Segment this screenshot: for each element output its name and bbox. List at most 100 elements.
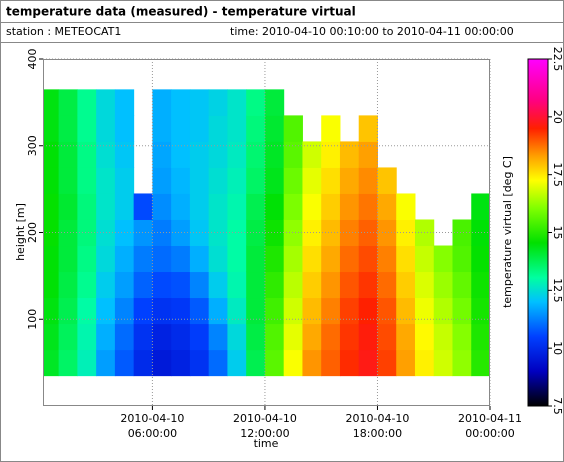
heatmap-cell bbox=[152, 219, 172, 247]
heatmap-cell bbox=[58, 219, 78, 247]
heatmap-cell bbox=[414, 297, 435, 325]
heatmap-cell bbox=[321, 115, 341, 142]
heatmap-cell bbox=[43, 323, 60, 351]
heatmap-cell bbox=[171, 193, 191, 220]
heatmap-cell bbox=[414, 245, 435, 273]
heatmap-cell bbox=[433, 297, 453, 325]
heatmap-cell bbox=[396, 271, 416, 299]
heatmap-cell bbox=[358, 219, 378, 247]
heatmap-cell bbox=[77, 323, 97, 351]
x-tick-label: 18:00:00 bbox=[353, 427, 402, 440]
heatmap-cell bbox=[433, 323, 453, 351]
heatmap-cell bbox=[283, 219, 303, 247]
chart-title: temperature data (measured) - temperatur… bbox=[6, 5, 356, 19]
heatmap-cell bbox=[302, 141, 322, 168]
y-tick-label: 300 bbox=[26, 135, 39, 156]
heatmap-cell bbox=[208, 141, 228, 168]
heatmap-cell bbox=[377, 245, 397, 273]
heatmap-cell bbox=[77, 297, 97, 325]
heatmap-cell bbox=[152, 89, 172, 116]
heatmap-cell bbox=[208, 167, 228, 194]
heatmap-cell bbox=[246, 245, 266, 273]
heatmap-cell bbox=[227, 323, 247, 351]
heatmap-cell bbox=[114, 115, 135, 142]
heatmap-cell bbox=[339, 141, 360, 168]
heatmap-cell bbox=[58, 271, 78, 299]
heatmap-cell bbox=[246, 167, 266, 194]
y-tick-label: 400 bbox=[26, 49, 39, 70]
x-tick-label: 2010-04-10 bbox=[233, 412, 297, 425]
heatmap-cell bbox=[264, 297, 285, 325]
heatmap-cell bbox=[246, 271, 266, 299]
heatmap-cell bbox=[77, 271, 97, 299]
heatmap-cell bbox=[114, 323, 135, 351]
heatmap-cell bbox=[246, 297, 266, 325]
heatmap-cell bbox=[43, 245, 60, 273]
heatmap-cell bbox=[246, 115, 266, 142]
heatmap-cell bbox=[133, 297, 153, 325]
colorbar-tick-label: 10 bbox=[551, 341, 564, 355]
heatmap-cell bbox=[302, 349, 322, 377]
heatmap-cell bbox=[43, 141, 60, 168]
heatmap-cell bbox=[339, 323, 360, 351]
heatmap-cell bbox=[246, 89, 266, 116]
heatmap-cell bbox=[96, 245, 116, 273]
heatmap-cell bbox=[339, 167, 360, 194]
heatmap-cell bbox=[264, 349, 285, 377]
heatmap-cell bbox=[152, 115, 172, 142]
heatmap-cell bbox=[283, 245, 303, 273]
heatmap-cell bbox=[358, 167, 378, 194]
heatmap-cell bbox=[58, 323, 78, 351]
heatmap-cell bbox=[396, 245, 416, 273]
heatmap-cell bbox=[77, 89, 97, 116]
heatmap-cell bbox=[433, 271, 453, 299]
heatmap-cell bbox=[77, 349, 97, 377]
heatmap-cell bbox=[208, 323, 228, 351]
heatmap-cell bbox=[321, 245, 341, 273]
heatmap-cell bbox=[264, 141, 285, 168]
heatmap-cell bbox=[264, 193, 285, 220]
x-tick-label: 2010-04-11 bbox=[458, 412, 522, 425]
heatmap-cell bbox=[152, 245, 172, 273]
heatmap-cell bbox=[358, 193, 378, 220]
heatmap-cell bbox=[358, 271, 378, 299]
heatmap-cell bbox=[208, 89, 228, 116]
colorbar-tick-label: 17.5 bbox=[551, 162, 564, 187]
heatmap-cell bbox=[471, 323, 490, 351]
plot-frame bbox=[43, 59, 490, 406]
heatmap-cell bbox=[452, 323, 472, 351]
heatmap-cell bbox=[208, 219, 228, 247]
heatmap-cell bbox=[77, 245, 97, 273]
heatmap-cell bbox=[377, 349, 397, 377]
colorbar-tick-label: 15 bbox=[551, 226, 564, 240]
station: station : METEOCAT1 bbox=[6, 25, 121, 38]
heatmap-cell bbox=[264, 115, 285, 142]
heatmap-cell bbox=[246, 141, 266, 168]
heatmap-cell bbox=[43, 167, 60, 194]
heatmap-cell bbox=[208, 115, 228, 142]
heatmap-cell bbox=[189, 193, 210, 220]
heatmap-cell bbox=[171, 349, 191, 377]
x-tick-label: 00:00:00 bbox=[465, 427, 514, 440]
heatmap-cell bbox=[171, 245, 191, 273]
heatmap-cell bbox=[246, 349, 266, 377]
heatmap-cell bbox=[171, 323, 191, 351]
heatmap-cell bbox=[171, 219, 191, 247]
heatmap-cell bbox=[227, 271, 247, 299]
heatmap-cell bbox=[96, 167, 116, 194]
heatmap-cell bbox=[452, 245, 472, 273]
heatmap-cell bbox=[321, 323, 341, 351]
heatmap-cell bbox=[77, 219, 97, 247]
heatmap-cell bbox=[114, 271, 135, 299]
heatmap-cell bbox=[302, 271, 322, 299]
heatmap-cell bbox=[96, 219, 116, 247]
heatmap-cell bbox=[358, 245, 378, 273]
colorbar bbox=[527, 58, 549, 407]
heatmap-cell bbox=[43, 89, 60, 116]
heatmap-cell bbox=[377, 297, 397, 325]
x-tick-label: 06:00:00 bbox=[128, 427, 177, 440]
heatmap-cell bbox=[152, 323, 172, 351]
heatmap-cell bbox=[321, 141, 341, 168]
heatmap-cell bbox=[471, 219, 490, 247]
